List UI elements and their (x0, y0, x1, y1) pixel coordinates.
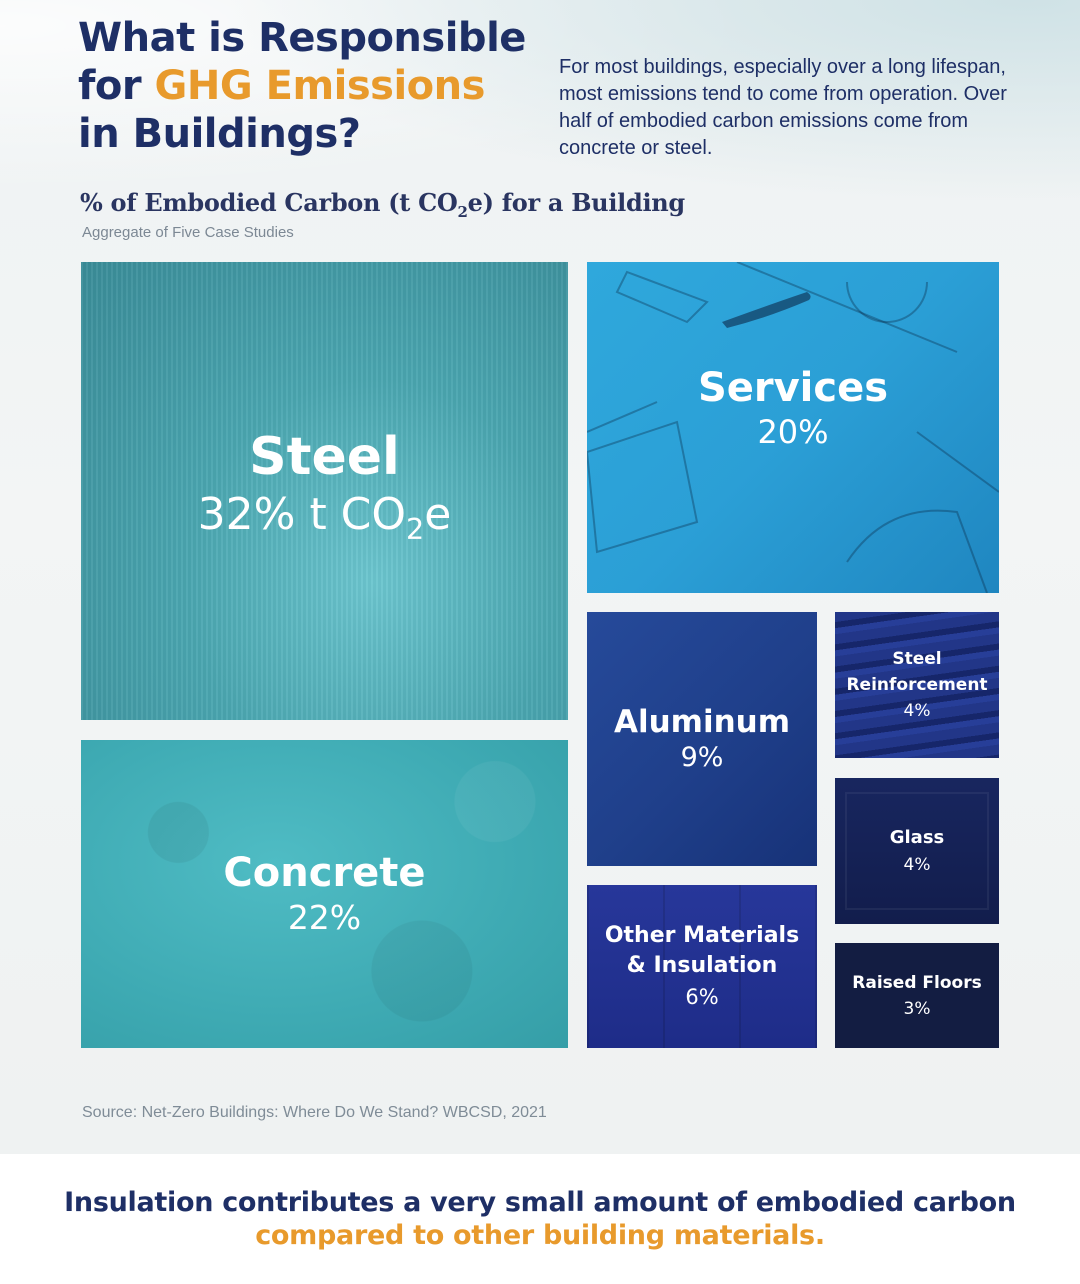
chart-title-pre: % of Embodied Carbon (t CO (80, 188, 458, 217)
tile-steel: Steel 32% t CO2e (81, 262, 568, 720)
tile-steel-reinforcement: Steel Reinforcement 4% (835, 612, 999, 758)
tile-label: Other Materials & Insulation (604, 922, 800, 978)
tile-value-text: 32% t CO (197, 489, 407, 541)
chart-title-sub: 2 (457, 202, 468, 221)
tile-value: 3% (903, 998, 931, 1019)
tile-value: 32% t CO2e (198, 488, 452, 556)
chart-title: % of Embodied Carbon (t CO2e) for a Buil… (80, 188, 685, 221)
tile-label: Raised Floors (852, 972, 982, 993)
footer-text-main: Insulation contributes a very small amou… (64, 1187, 1016, 1218)
tile-aluminum: Aluminum 9% (587, 612, 817, 866)
drafting-tools-icon (587, 262, 999, 593)
title-line-3: in Buildings? (78, 111, 361, 157)
tile-label: Services (697, 364, 889, 411)
footer-text: Insulation contributes a very small amou… (0, 1186, 1080, 1252)
chart-subtitle: Aggregate of Five Case Studies (82, 224, 294, 241)
page-title: What is Responsible for GHG Emissions in… (78, 14, 526, 158)
tile-value: 4% (903, 701, 931, 721)
tile-value: 4% (903, 855, 931, 875)
title-line-1: What is Responsible (78, 15, 526, 61)
tile-value: 6% (685, 984, 719, 1009)
tile-raised-floors: Raised Floors 3% (835, 943, 999, 1048)
tile-glass: Glass 4% (835, 778, 999, 924)
tile-services: Services 20% (587, 262, 999, 593)
title-highlight: GHG Emissions (154, 63, 486, 109)
tile-value: 20% (757, 412, 829, 451)
footer-panel (0, 1154, 1080, 1284)
tile-value: 9% (680, 742, 724, 773)
tile-value-suffix: e (424, 489, 452, 541)
tile-label: Glass (889, 827, 945, 848)
title-for: for (78, 63, 155, 109)
tile-label: Concrete (223, 850, 426, 896)
footer-text-highlight: compared to other building materials. (255, 1220, 825, 1251)
tile-label: Steel (249, 427, 400, 488)
tile-concrete: Concrete 22% (81, 740, 568, 1048)
chart-title-post: e) for a Building (467, 188, 686, 217)
header-background (0, 0, 1080, 260)
tile-label: Steel Reinforcement (846, 649, 988, 695)
intro-text: For most buildings, especially over a lo… (559, 56, 1007, 159)
tile-value: 22% (287, 898, 362, 937)
tile-label: Aluminum (613, 704, 791, 740)
tile-other-materials: Other Materials & Insulation 6% (587, 885, 817, 1048)
source-note: Source: Net-Zero Buildings: Where Do We … (82, 1104, 547, 1121)
tile-value-sub: 2 (406, 511, 425, 546)
